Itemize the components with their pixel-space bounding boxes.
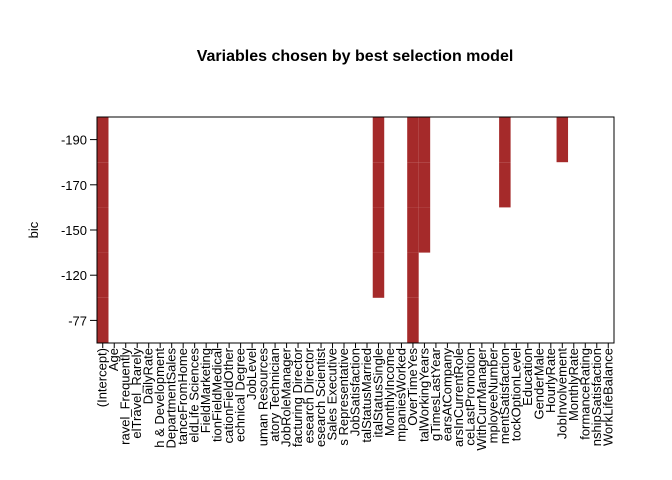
cell: [499, 117, 511, 163]
x-tick-label: Age: [106, 348, 121, 371]
cell: [372, 117, 385, 163]
x-tick-label: uman Resources: [256, 348, 271, 447]
cell: [372, 207, 385, 253]
cell: [556, 117, 569, 163]
x-tick-label: OverTimeYes: [405, 348, 420, 426]
x-tick-label: JobInvolvement: [554, 348, 569, 439]
cell: [418, 207, 431, 253]
x-tick-label: esearch Scientist: [313, 348, 328, 447]
cell: [97, 297, 109, 343]
cell: [372, 162, 385, 208]
x-tick-label: mentSatisfaction: [497, 348, 512, 444]
x-tick-label: mpaniesWorked: [393, 348, 408, 442]
cell: [97, 117, 109, 163]
x-tick-label: DepartmentSales: [164, 348, 179, 449]
x-tick-label: h & Development: [152, 348, 167, 448]
x-tick-label: MonthlyIncome: [382, 348, 397, 436]
x-tick-label: eldLife Sciences: [187, 348, 202, 443]
x-tick-label: echnical Degree: [233, 348, 248, 442]
x-tick-label: MonthlyRate: [566, 348, 581, 421]
x-tick-label: talWorkingYears: [416, 348, 431, 442]
chart-title: Variables chosen by best selection model: [197, 48, 514, 65]
cell: [97, 207, 109, 253]
x-tick-label: DailyRate: [141, 348, 156, 404]
x-tick-label: italStatusSingle: [370, 348, 385, 438]
x-tick-label: FieldMarketing: [198, 348, 213, 433]
cell: [407, 117, 419, 163]
x-tick-label: ravel_Frequently: [118, 348, 133, 445]
x-tick-label: JobSatisfaction: [348, 348, 363, 436]
x-tick-label: elTravel_Rarely: [129, 348, 144, 439]
x-tick-label: atory Technician: [267, 348, 282, 442]
x-tick-label: JobRoleManager: [279, 347, 294, 447]
x-tick-label: (Intercept): [95, 348, 110, 407]
x-tick-label: formanceRating: [577, 348, 592, 440]
y-tick-label: -77: [68, 313, 87, 328]
x-tick-label: Sales Executive: [325, 348, 340, 441]
y-tick-label: -120: [61, 268, 87, 283]
x-tick-label: earsAtCompany: [439, 348, 454, 442]
x-tick-label: tionFieldMedical: [210, 348, 225, 442]
x-tick-label: tanceFromHome: [175, 348, 190, 445]
plot-frame: [96, 116, 615, 344]
x-tick-label: HourlyRate: [543, 348, 558, 413]
x-tick-label: GenderMale: [531, 348, 546, 420]
cell: [407, 297, 419, 343]
cell: [418, 117, 431, 163]
x-tick-label: s Representative: [336, 348, 351, 446]
x-tick-label: arsInCurrentRole: [451, 348, 466, 447]
cell: [372, 252, 385, 298]
x-tick-label: JobLevel: [244, 348, 259, 400]
y-tick-label: -170: [61, 178, 87, 193]
x-tick-label: Education: [520, 348, 535, 406]
y-tick-label: -190: [61, 133, 87, 148]
cell: [97, 252, 109, 298]
cell: [97, 162, 109, 208]
x-tick-label: mployeeNumber: [485, 347, 500, 443]
y-tick-label: -150: [61, 223, 87, 238]
x-tick-label: talStatusMarried: [359, 348, 374, 443]
x-tick-label: esearch Director: [302, 347, 317, 443]
y-axis-label: bic: [26, 221, 41, 238]
x-tick-label: facturing Director: [290, 347, 305, 447]
cell: [499, 162, 511, 208]
x-tick-label: tockOptionLevel: [508, 348, 523, 441]
x-tick-label: ceLastPromotion: [462, 348, 477, 446]
x-tick-label: nshipSatisfaction: [589, 348, 604, 446]
cell: [407, 252, 419, 298]
x-tick-label: cationFieldOther: [221, 347, 236, 443]
cell: [418, 162, 431, 208]
x-tick-label: gTimesLastYear: [428, 347, 443, 441]
cell: [407, 207, 419, 253]
x-tick-label: WithCurrManager: [474, 347, 489, 450]
cell: [407, 162, 419, 208]
x-tick-label: WorkLifeBalance: [600, 348, 615, 446]
